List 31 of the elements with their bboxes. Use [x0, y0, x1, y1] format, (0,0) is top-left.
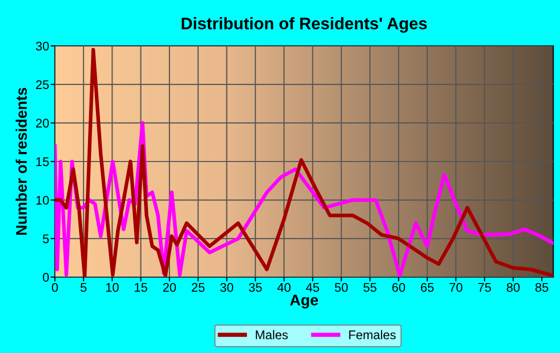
x-tick-label: 15	[134, 283, 148, 292]
x-tick-label: 40	[277, 282, 290, 292]
y-tick-label: 20	[36, 118, 49, 128]
y-tick-label: 5	[42, 234, 49, 244]
x-tick-label: 50	[334, 282, 348, 292]
y-axis-title: Number of residents	[16, 88, 27, 235]
x-tick-label: 5	[80, 283, 86, 292]
y-tick-label: 25	[36, 80, 49, 90]
y-tick-label: 30	[36, 42, 49, 51]
legend-label: Males	[256, 330, 288, 340]
y-tick-label: 0	[42, 272, 49, 282]
y-tick-label: 15	[36, 157, 49, 166]
x-tick-label: 20	[163, 282, 176, 292]
x-tick-label: 85	[535, 282, 548, 292]
x-tick-label: 45	[306, 283, 320, 292]
x-tick-label: 35	[248, 282, 262, 292]
x-tick-label: 0	[52, 282, 58, 292]
x-tick-label: 10	[106, 282, 119, 292]
x-tick-label: 30	[220, 282, 234, 292]
x-tick-label: 80	[506, 282, 520, 292]
x-tick-label: 70	[450, 282, 462, 292]
y-tick-label: 10	[36, 196, 49, 205]
chart-title: Distribution of Residents' Ages	[182, 17, 427, 33]
line-series	[54, 48, 554, 278]
x-tick-label: 75	[478, 283, 491, 292]
x-tick-label: 65	[420, 282, 434, 292]
x-tick-label: 55	[364, 283, 376, 292]
x-tick-label: 25	[192, 282, 205, 292]
legend-label: Females	[349, 330, 396, 340]
x-tick-label: 60	[392, 282, 406, 292]
x-axis-title: Age	[290, 294, 318, 309]
